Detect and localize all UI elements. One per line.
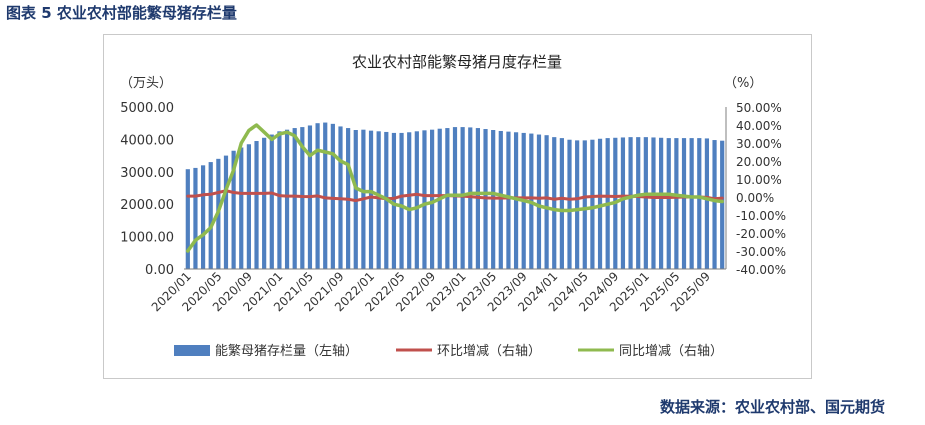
bar	[231, 150, 236, 269]
bar	[330, 123, 335, 270]
bar	[544, 135, 549, 269]
bar	[223, 155, 229, 269]
y-right-tick-label: -20.00%	[736, 227, 786, 241]
bar	[620, 137, 626, 269]
bar	[582, 140, 587, 269]
bar	[697, 138, 702, 269]
bar	[498, 130, 503, 269]
bar	[239, 147, 244, 269]
bar	[300, 127, 305, 269]
bar	[376, 131, 381, 269]
bar	[246, 144, 251, 269]
bar	[651, 137, 656, 269]
bar	[452, 127, 458, 269]
source-note: 数据来源：农业农村部、国元期货	[659, 398, 885, 416]
bar	[636, 137, 641, 269]
y-right-tick-label: 20.00%	[736, 155, 782, 169]
bar	[277, 131, 282, 269]
y-right-tick-label: 40.00%	[736, 119, 782, 133]
legend-label-mom: 环比增减（右轴）	[437, 344, 541, 359]
y-left-tick-label: 2000.00	[120, 198, 174, 213]
bar	[628, 137, 633, 269]
y-right-tick-label: 10.00%	[736, 173, 782, 187]
bar	[597, 138, 603, 269]
y-left-tick-label: 3000.00	[120, 166, 174, 181]
bar	[659, 137, 664, 269]
bar	[559, 138, 564, 269]
bar	[262, 137, 267, 269]
bar	[513, 132, 519, 269]
bar	[567, 139, 572, 269]
bar	[468, 127, 473, 269]
bar	[284, 129, 290, 269]
y-right-tick-label: 0.00%	[736, 191, 774, 205]
bar	[666, 138, 671, 269]
chart-frame: 农业农村部能繁母猪月度存栏量 （万头） （%） 5000.00 4000.00 30…	[103, 34, 812, 379]
line-series	[186, 123, 724, 253]
bar	[460, 127, 465, 269]
bar	[590, 139, 595, 269]
bar	[368, 130, 374, 269]
bar	[208, 162, 213, 269]
chart-title: 农业农村部能繁母猪月度存栏量	[352, 53, 562, 71]
right-axis-unit: （%）	[724, 76, 762, 91]
yoy-line	[186, 123, 724, 253]
bar	[292, 128, 297, 269]
bar	[200, 165, 206, 269]
y-right-tick-label: -30.00%	[736, 245, 786, 259]
figure-caption: 图表 5 农业农村部能繁母猪存栏量	[6, 4, 237, 22]
legend-label-bar: 能繁母猪存栏量（左轴）	[215, 343, 358, 359]
y-left-tick-label: 0.00	[145, 263, 174, 278]
bar	[193, 167, 198, 269]
bar	[185, 169, 190, 269]
bar	[391, 132, 397, 269]
y-right-tick-label: -40.00%	[736, 263, 786, 277]
bar	[689, 138, 694, 269]
bar	[323, 122, 328, 269]
bar	[704, 138, 710, 269]
bar	[429, 129, 435, 269]
bar	[422, 130, 427, 269]
y-left-tick-label: 1000.00	[120, 231, 174, 246]
bar	[506, 131, 511, 269]
bar	[445, 128, 450, 269]
y-right-tick-label: -10.00%	[736, 209, 786, 223]
bar	[536, 134, 542, 269]
bar	[254, 141, 259, 269]
bar	[407, 132, 412, 269]
bar	[575, 140, 580, 269]
tick-labels: 5000.00 4000.00 3000.00 2000.00 1000.00 0.00 5…	[120, 101, 786, 314]
legend-swatch-bar	[174, 345, 210, 356]
bar	[720, 140, 725, 269]
y-right-tick-label: 50.00%	[736, 101, 782, 115]
bar	[674, 138, 679, 269]
bar	[552, 137, 557, 269]
bar	[681, 138, 687, 269]
bar	[269, 134, 274, 269]
y-left-tick-label: 5000.00	[120, 101, 174, 116]
y-left-tick-label: 4000.00	[120, 133, 174, 148]
legend-label-yoy: 同比增减（右轴）	[619, 344, 723, 359]
y-right-tick-label: 30.00%	[736, 137, 782, 151]
chart-svg: 农业农村部能繁母猪月度存栏量 （万头） （%） 5000.00 4000.00 30…	[120, 53, 786, 359]
bar	[399, 132, 404, 269]
bar	[414, 131, 419, 269]
bar	[712, 140, 717, 269]
legend: 能繁母猪存栏量（左轴） 环比增减（右轴） 同比增减（右轴）	[174, 343, 723, 359]
bar	[643, 137, 648, 269]
axes	[184, 107, 727, 270]
left-axis-unit: （万头）	[120, 76, 172, 91]
